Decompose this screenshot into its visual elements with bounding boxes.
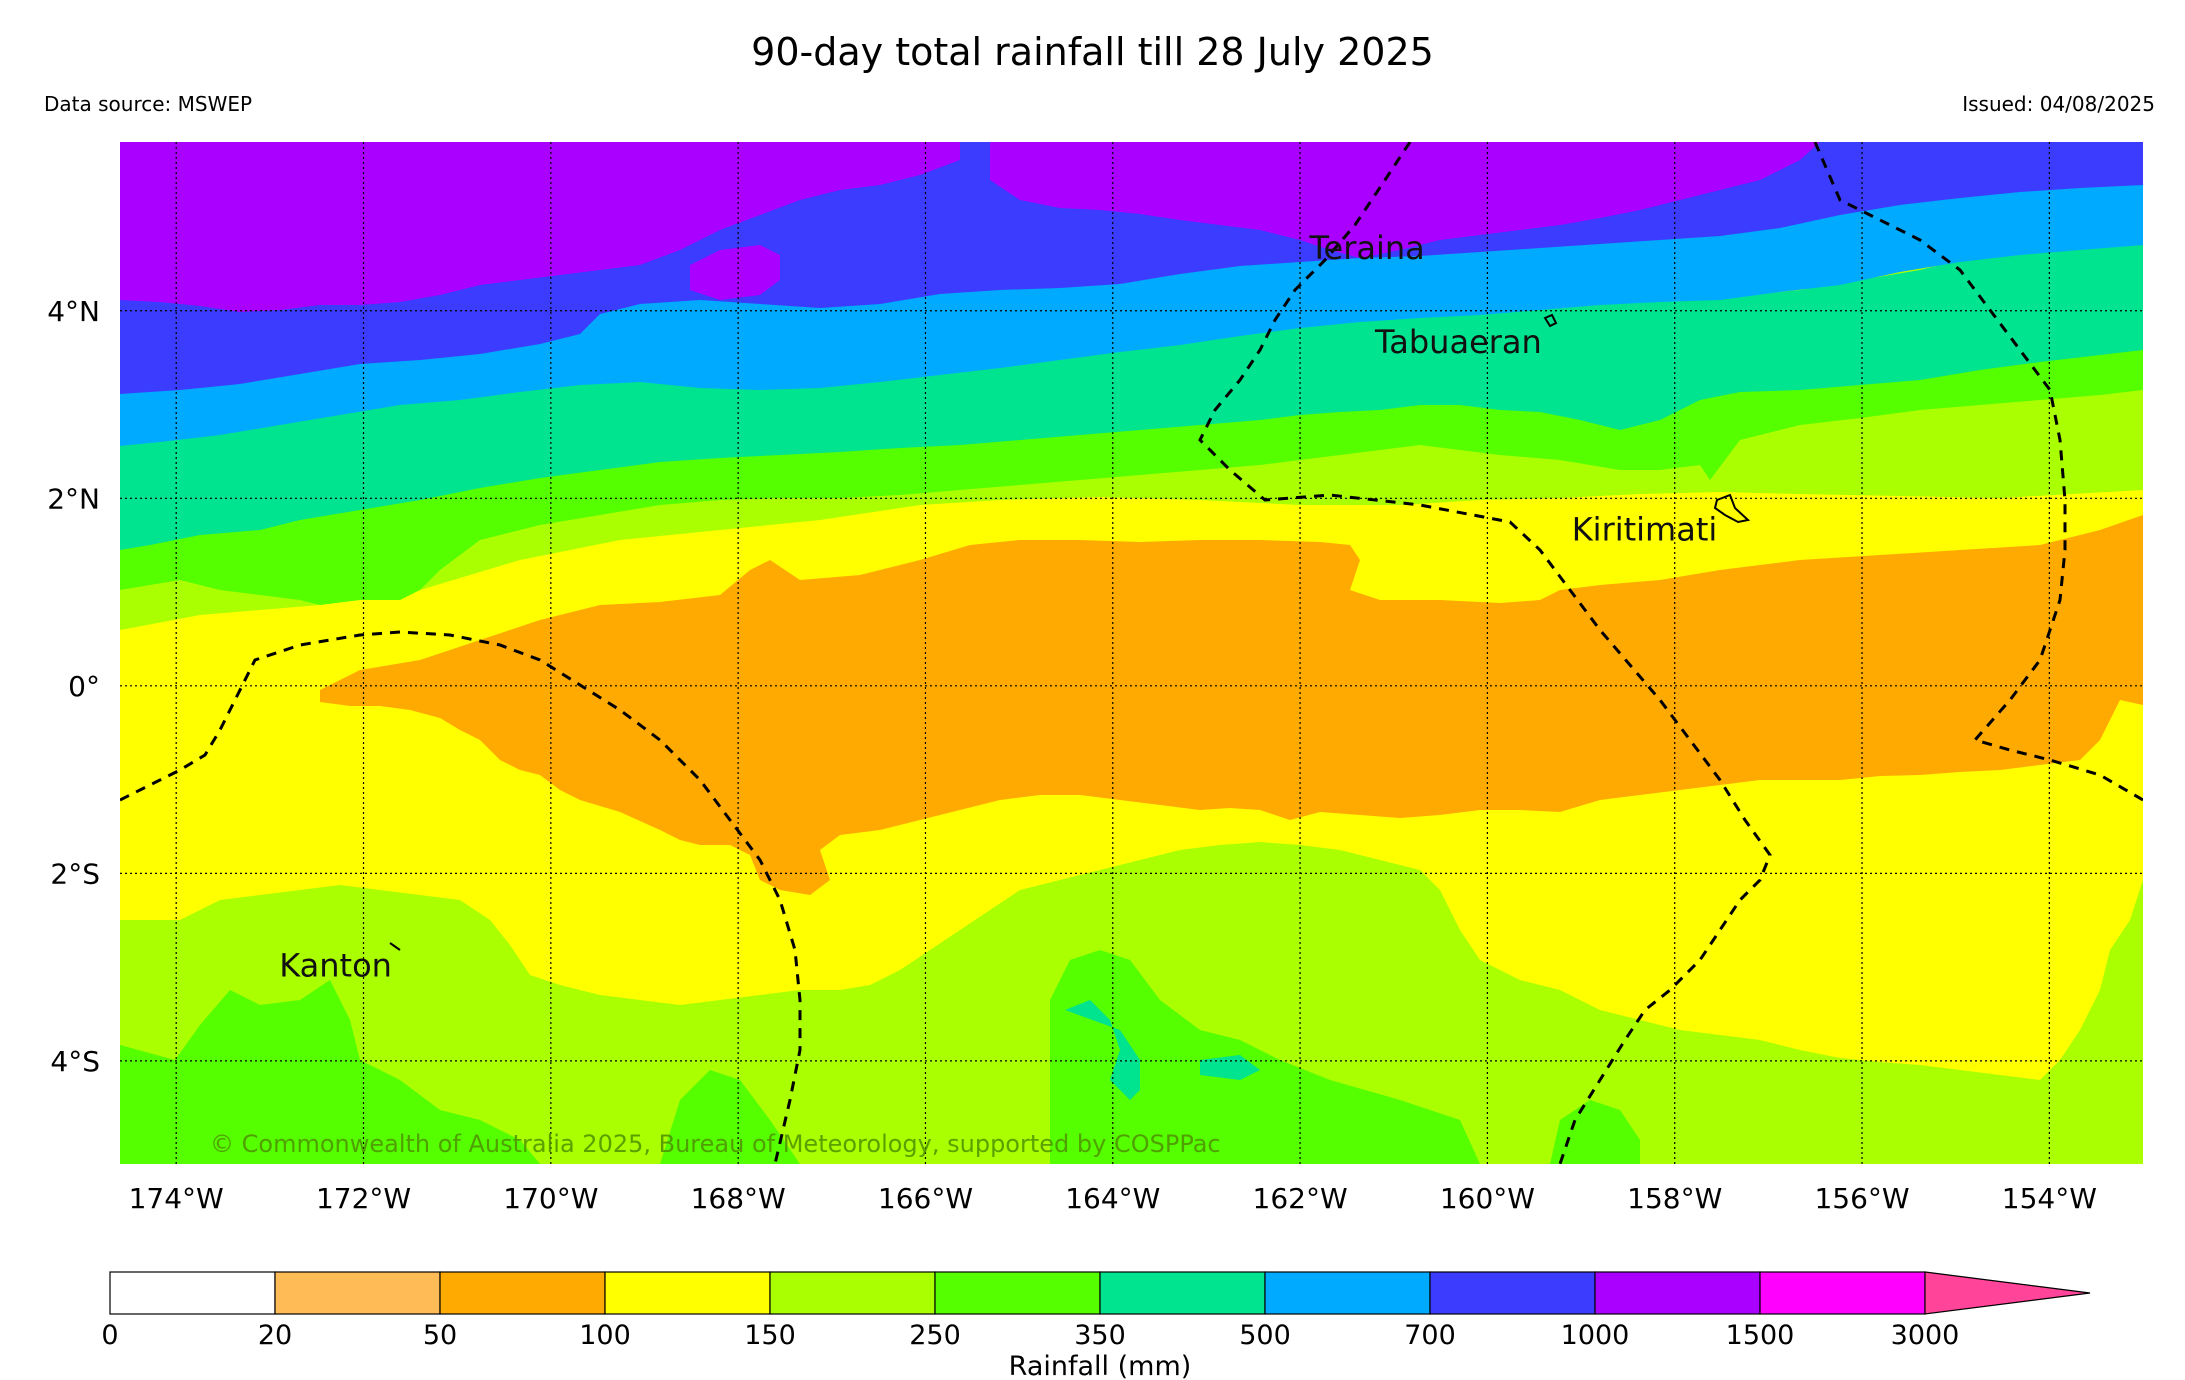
colorbar-tick-label: 350 (1074, 1320, 1126, 1351)
latitude-tick-label: 2°S (50, 857, 100, 890)
rainfall-bands (120, 142, 2143, 1164)
graticule (120, 142, 2143, 1164)
colorbar-segment (274, 1271, 441, 1315)
colorbar-tick-label: 500 (1239, 1320, 1291, 1351)
colorbar-segment (1429, 1271, 1596, 1315)
colorbar-tick-label: 250 (909, 1320, 961, 1351)
place-label-kiritimati: Kiritimati (1572, 510, 1718, 548)
band-1000-1500-patch (690, 245, 780, 300)
colorbar: 0 20 50 100 150 250 350 500 700 1000 1500 3000 (101, 1271, 2091, 1351)
latitude-tick-label: 0° (68, 670, 100, 703)
colorbar-tick-label: 1500 (1726, 1320, 1795, 1351)
colorbar-tick-label: 700 (1404, 1320, 1456, 1351)
colorbar-segment (934, 1271, 1101, 1315)
longitude-labels: 174°W 172°W 170°W 168°W 166°W 164°W 162°W 160°W… (129, 1182, 2097, 1215)
band-1000-1500-north-east (990, 142, 1820, 258)
boundary-kanton (120, 630, 802, 1164)
longitude-tick-label: 166°W (878, 1182, 973, 1215)
latitude-tick-label: 4°N (47, 295, 100, 328)
eez-boundaries (120, 142, 2143, 1164)
colorbar-tick-label: 3000 (1891, 1320, 1960, 1351)
longitude-tick-label: 156°W (1814, 1182, 1909, 1215)
colorbar-segment (1099, 1271, 1266, 1315)
colorbar-segment (109, 1271, 276, 1315)
longitude-tick-label: 170°W (503, 1182, 598, 1215)
colorbar-tick-label: 100 (579, 1320, 631, 1351)
boundary-kiritimati-east (1813, 142, 2143, 802)
data-source-note: Data source: MSWEP (44, 92, 253, 116)
longitude-tick-label: 172°W (316, 1182, 411, 1215)
longitude-tick-label: 168°W (691, 1182, 786, 1215)
colorbar-tick-label: 1000 (1561, 1320, 1630, 1351)
longitude-tick-label: 162°W (1253, 1182, 1348, 1215)
place-label-teraina: Teraina (1308, 229, 1424, 267)
band-1000-1500 (120, 142, 960, 312)
latitude-tick-label: 4°S (50, 1045, 100, 1078)
colorbar-segment (439, 1271, 606, 1315)
tabuaeran-island-outline (1543, 313, 1558, 328)
place-label-tabuaeran: Tabuaeran (1374, 323, 1542, 361)
band-250-350-south-center (1050, 950, 1480, 1164)
longitude-tick-label: 160°W (1440, 1182, 1535, 1215)
kanton-island-outline (389, 942, 401, 951)
colorbar-tick-label: 0 (101, 1320, 118, 1351)
colorbar-extend-arrow (1924, 1271, 2091, 1315)
longitude-tick-label: 154°W (2002, 1182, 2097, 1215)
colorbar-tick-label: 50 (423, 1320, 457, 1351)
map-title: 90-day total rainfall till 28 July 2025 (751, 30, 1434, 74)
issued-date: Issued: 04/08/2025 (1962, 92, 2155, 116)
boundary-teraina-kiritimati (1198, 142, 1772, 1164)
colorbar-label: Rainfall (mm) (1009, 1351, 1192, 1380)
band-50-100 (320, 515, 2143, 895)
colorbar-segment (1264, 1271, 1431, 1315)
band-350-500-north (120, 240, 2143, 550)
kiritimati-island-outline (1713, 493, 1751, 524)
place-labels: Teraina Tabuaeran Kiritimati Kanton (279, 229, 1717, 984)
band-250-350-south-west (120, 980, 540, 1164)
band-250-350-south-mid (660, 1070, 800, 1164)
longitude-tick-label: 158°W (1627, 1182, 1722, 1215)
latitude-tick-label: 2°N (47, 482, 100, 515)
latitude-labels: 4°N 2°N 0° 2°S 4°S (47, 295, 100, 1078)
island-outlines (389, 313, 1751, 951)
band-350-500-south (1065, 1000, 1140, 1100)
colorbar-segment (1594, 1271, 1761, 1315)
colorbar-segment (604, 1271, 771, 1315)
colorbar-segment (1759, 1271, 1926, 1315)
colorbar-tick-label: 20 (258, 1320, 292, 1351)
colorbar-tick-label: 150 (744, 1320, 796, 1351)
copyright-notice: © Commonwealth of Australia 2025, Bureau… (210, 1130, 1221, 1158)
place-label-kanton: Kanton (279, 946, 392, 984)
longitude-tick-label: 174°W (129, 1182, 224, 1215)
band-250-350-south-east (1550, 1100, 1640, 1164)
colorbar-segment (769, 1271, 936, 1315)
longitude-tick-label: 164°W (1065, 1182, 1160, 1215)
